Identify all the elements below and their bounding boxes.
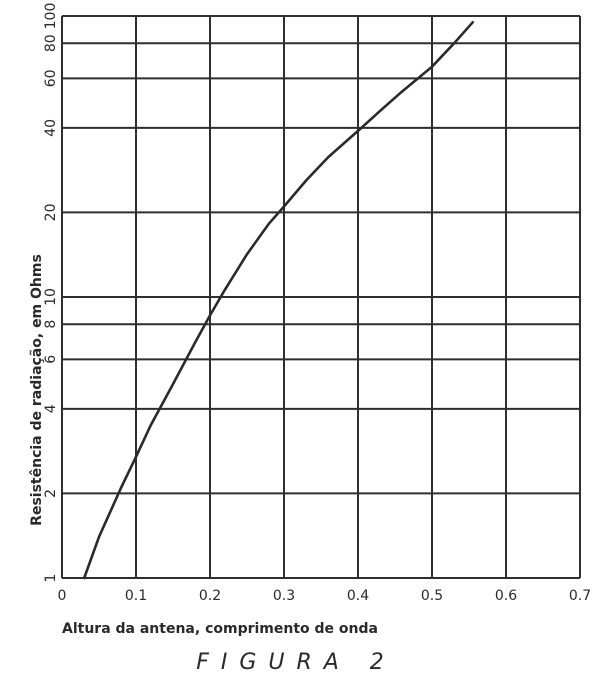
y-tick-label: 6: [43, 355, 59, 364]
x-tick-label: 0.2: [199, 588, 221, 604]
grid: [61, 15, 581, 579]
y-tick-label: 80: [43, 34, 59, 52]
y-tick-label: 100: [43, 3, 59, 30]
x-tick-label: 0.3: [273, 588, 295, 604]
x-tick-label: 0: [58, 588, 67, 604]
y-tick-label: 2: [43, 489, 59, 498]
y-tick-label: 4: [43, 404, 59, 413]
y-tick-labels: 1 2 4 6 8 10 20 40 60 80 100: [43, 3, 59, 583]
x-tick-label: 0.4: [347, 588, 369, 604]
x-tick-label: 0.6: [495, 588, 517, 604]
x-tick-label: 0.7: [569, 588, 591, 604]
x-tick-labels: 0 0.1 0.2 0.3 0.4 0.5 0.6 0.7: [58, 588, 592, 604]
x-tick-label: 0.5: [421, 588, 443, 604]
y-tick-label: 20: [43, 203, 59, 221]
y-axis-title: Resistência de radiação, em Ohms: [29, 254, 45, 526]
y-tick-label: 1: [43, 574, 59, 583]
series-line: [82, 21, 474, 580]
series: [82, 21, 474, 580]
figure-caption: FIGURA 2: [196, 650, 396, 675]
y-tick-label: 8: [43, 320, 59, 329]
x-tick-label: 0.1: [125, 588, 147, 604]
y-tick-label: 60: [43, 69, 59, 87]
y-tick-label: 10: [43, 288, 59, 306]
x-axis-title: Altura da antena, comprimento de onda: [62, 621, 378, 637]
y-tick-label: 40: [43, 119, 59, 137]
